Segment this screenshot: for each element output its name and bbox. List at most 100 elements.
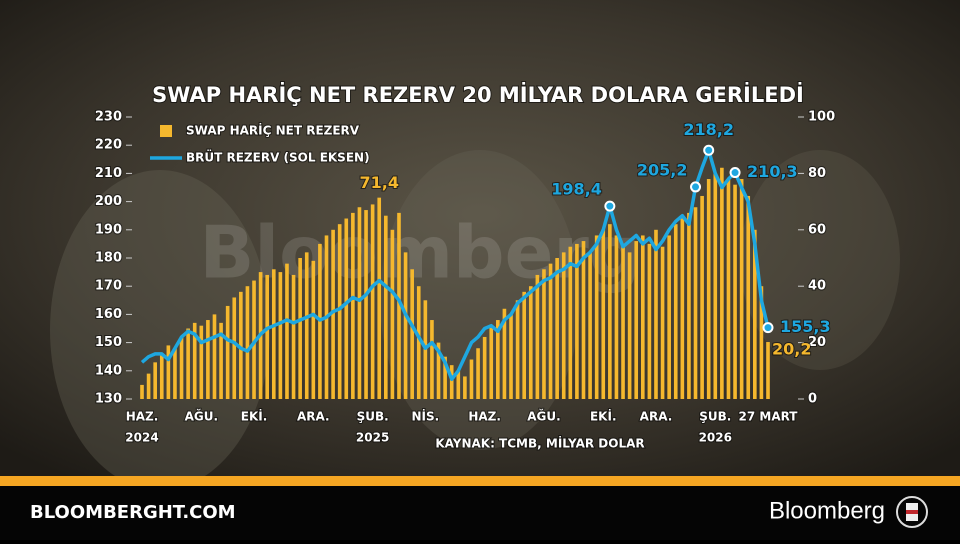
y2-tick-label: 100 [808,110,835,125]
bar [766,342,770,399]
x-tick-label: HAZ. [126,410,159,424]
bar [621,243,625,399]
bar [482,336,487,399]
bar [416,286,421,399]
footer-strip [0,476,960,486]
line [140,148,770,382]
bar [377,197,382,399]
bar [687,212,691,399]
x-tick-year: 2025 [356,431,389,445]
bar [469,359,474,399]
bar [383,215,388,399]
bar [370,204,375,399]
y-tick-label: 140 [95,363,122,378]
point-marker [729,167,741,179]
x-tick-year: 2026 [699,431,732,445]
bar [627,252,632,399]
bar [489,325,494,399]
bar [245,286,250,399]
bar [390,229,395,399]
point-marker [703,144,715,156]
bar [153,362,157,399]
bar [278,272,283,399]
bar [509,314,513,399]
brand-logo [896,496,928,528]
y2-tick-label: 20 [808,335,826,350]
y-tick-label: 130 [95,392,122,407]
y-tick-label: 230 [95,110,122,125]
line-value-label: 155,3 [780,317,831,336]
bar [496,320,500,399]
bar [647,243,652,399]
bar [588,252,592,399]
footer [0,486,960,540]
point-marker [690,181,702,193]
x-tick-label: HAZ. [468,410,501,424]
chart-title: SWAP HARİÇ NET REZERV 20 MİLYAR DOLARA G… [152,82,804,107]
bar [430,320,434,399]
bar [166,345,171,399]
x-tick-label: ŞUB. [699,410,731,424]
bar [594,235,599,399]
bar [192,322,197,399]
bar [344,218,349,399]
bar [601,229,606,399]
bar [720,167,724,399]
bar [397,212,401,399]
y-tick-label: 190 [95,222,122,237]
bar [337,224,342,399]
bar [548,263,553,399]
bar [179,336,184,399]
bar [634,241,639,399]
bar [449,365,454,399]
bar [700,195,704,399]
bar [640,235,645,399]
bar [443,356,447,399]
line-value-label: 198,4 [551,180,602,199]
bar [140,384,144,399]
x-tick-label: EKİ. [590,409,617,424]
y-tick-label: 170 [95,279,122,294]
bar [285,263,289,399]
bar-value-label: 20,2 [772,340,811,359]
bar [693,207,698,399]
bar [502,308,507,399]
bar [522,291,527,399]
bar [542,269,546,399]
legend-swatch [160,125,172,137]
legend-label: BRÜT REZERV (SOL EKSEN) [186,150,370,165]
y-tick-label: 150 [95,335,122,350]
bar [561,252,566,399]
bar [726,179,731,399]
y2-tick-label: 60 [808,222,826,237]
x-tick-year: 2024 [125,431,158,445]
bar [568,246,573,399]
bar [759,286,764,399]
bar [173,348,177,399]
x-tick-label: ARA. [297,410,330,424]
x-tick-label: AĞU. [185,409,218,424]
bar [733,184,737,399]
source: KAYNAK: TCMB, MİLYAR DOLAR [435,436,644,451]
y2-tick-label: 0 [808,392,817,407]
bar [159,353,164,399]
bar [476,348,480,399]
bar [239,291,243,399]
bar [298,258,302,399]
bar [456,370,461,399]
x-tick-label: EKİ. [241,409,268,424]
bg-roll [50,170,270,490]
bar [232,297,237,399]
bar [403,252,408,399]
bar [219,322,223,399]
point-marker [762,322,774,334]
bar [581,241,586,399]
bar [706,179,711,399]
point-marker [604,200,616,212]
bar [746,195,751,399]
bar [673,224,678,399]
y-tick-label: 180 [95,251,122,266]
bar [304,252,309,399]
bg-roll [740,150,900,370]
